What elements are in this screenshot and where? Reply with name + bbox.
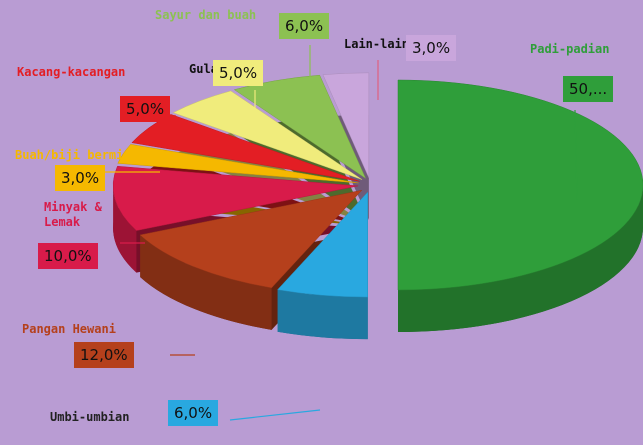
- category-label: Gula: [189, 62, 218, 76]
- value-label: 6,0%: [279, 13, 330, 39]
- slice: [112, 165, 359, 231]
- leader-line: [574, 109, 578, 201]
- slice: [172, 90, 363, 180]
- slice: [233, 74, 367, 180]
- category-label: Lain-lain: [344, 37, 410, 51]
- category-label: Minyak & Lemak: [44, 200, 102, 229]
- slice-side: [277, 289, 368, 340]
- leader-line: [229, 409, 321, 421]
- value-label: 3,0%: [55, 165, 106, 191]
- slice: [277, 191, 369, 298]
- category-label: Umbi-umbian: [50, 410, 130, 424]
- value-label: 5,0%: [120, 96, 171, 122]
- value-label: 5,0%: [213, 60, 264, 86]
- value-label: 6,0%: [168, 400, 219, 426]
- category-label: Pangan Hewani: [22, 322, 116, 336]
- value-label: 10,0%: [38, 243, 98, 269]
- category-label: Kacang-kacangan: [17, 65, 126, 79]
- slice: [117, 144, 359, 184]
- category-label: Padi-padian: [530, 42, 610, 56]
- category-label: Buah/biji berminyak: [15, 148, 153, 162]
- slice-side: [113, 185, 137, 273]
- slice: [139, 189, 363, 289]
- value-label: 12,0%: [74, 342, 134, 368]
- slice: [322, 72, 370, 178]
- slice-side: [398, 185, 643, 332]
- slice-side: [140, 234, 272, 330]
- slice: [131, 114, 360, 182]
- value-label: 3,0%: [406, 35, 457, 61]
- slice: [397, 79, 643, 291]
- category-label: Sayur dan buah: [155, 8, 257, 22]
- value-label: 50,...: [563, 76, 614, 102]
